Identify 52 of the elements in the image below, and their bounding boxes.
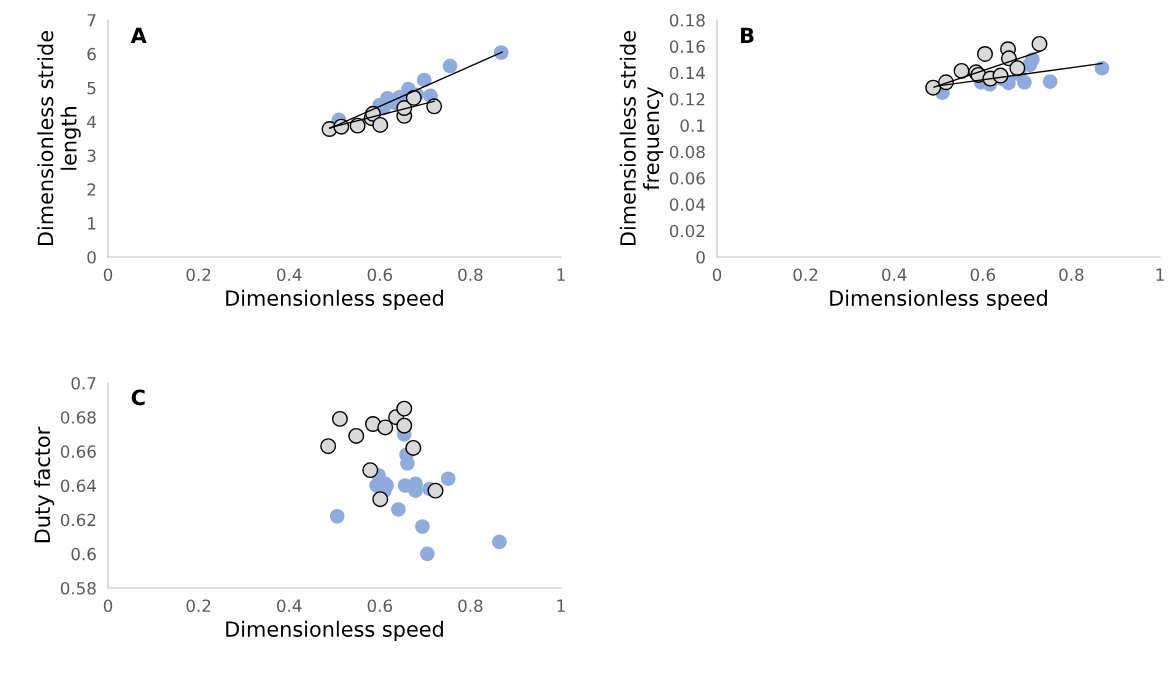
y-tick-label: 0.62 (60, 513, 96, 527)
y-axis-title: Dimensionless stride frequency (619, 31, 664, 245)
y-tick-label: 0 (696, 250, 705, 264)
x-tick-label: 0.6 (367, 268, 392, 282)
y-tick-label: 0.06 (669, 171, 705, 185)
x-tick-label: 0.2 (186, 599, 211, 613)
y-axis-title: Dimensionless stride length (37, 31, 81, 245)
y-tick-label: 1 (88, 217, 96, 230)
x-tick-label: 0.4 (277, 599, 302, 613)
x-tick-label: 0 (103, 268, 113, 282)
x-tick-label: 1 (1156, 268, 1164, 281)
x-axis-title: Dimensionless speed (830, 289, 1047, 310)
x-tick-label: 0.2 (793, 268, 818, 282)
y-axis-title: Duty factor (34, 426, 55, 543)
y-tick-label: 0.04 (669, 198, 705, 211)
x-tick-label: 0.8 (458, 268, 483, 282)
x-tick-label: 1 (557, 268, 565, 281)
y-tick-label: 0.02 (669, 224, 705, 238)
y-tick-label: 0.68 (60, 411, 96, 424)
x-tick-label: 0.4 (277, 268, 302, 282)
x-tick-label: 0 (712, 268, 722, 282)
chart-title: A (130, 27, 147, 43)
x-axis-title: Dimensionless speed (226, 289, 443, 310)
y-tick-label: 0.6 (71, 547, 96, 561)
y-tick-label: 0.64 (60, 479, 96, 493)
y-tick-label: 0.08 (669, 145, 705, 159)
y-tick-label: 0.16 (669, 40, 705, 53)
chart-title: B (741, 27, 754, 43)
y-tick-label: 0.66 (60, 445, 96, 458)
y-tick-label: 4 (87, 115, 96, 128)
x-tick-label: 1 (557, 599, 565, 612)
y-tick-label: 0.7 (71, 376, 96, 390)
y-tick-label: 0.1 (680, 119, 705, 132)
y-tick-label: 0.18 (669, 13, 705, 27)
y-tick-label: 0.12 (669, 92, 705, 106)
y-tick-label: 0.58 (60, 581, 96, 595)
x-tick-label: 0.8 (458, 599, 483, 613)
x-axis-title: Dimensionless speed (226, 620, 443, 641)
y-tick-label: 5 (87, 81, 96, 95)
y-tick-label: 6 (87, 47, 96, 61)
x-tick-label: 0 (103, 599, 113, 613)
x-tick-label: 0.6 (367, 599, 392, 613)
y-tick-label: 3 (87, 149, 96, 162)
x-tick-label: 0.6 (970, 268, 995, 282)
y-tick-label: 7 (87, 14, 96, 27)
x-tick-label: 0.2 (186, 268, 211, 282)
y-tick-label: 0 (87, 250, 96, 264)
y-tick-label: 2 (87, 183, 96, 196)
y-tick-label: 0.14 (669, 66, 705, 80)
x-tick-label: 0.8 (1059, 268, 1084, 282)
x-tick-label: 0.4 (882, 268, 907, 282)
chart-title: C (131, 389, 145, 406)
